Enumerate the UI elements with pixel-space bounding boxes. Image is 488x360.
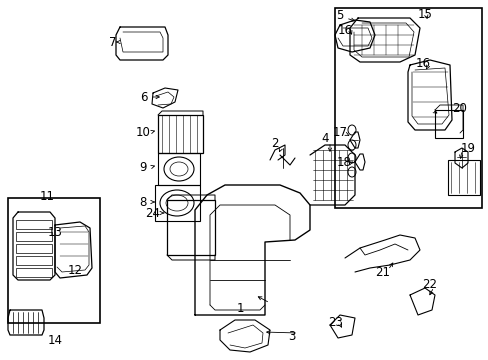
Text: 3: 3 [288,329,295,342]
Text: 23: 23 [328,315,343,328]
Bar [16,256,52,265]
Text: 5: 5 [336,9,343,22]
Text: 21: 21 [375,266,390,279]
Text: 14: 14 [47,333,62,346]
Text: 18: 18 [336,156,351,168]
Text: 8: 8 [139,195,146,208]
Text: 12: 12 [67,264,82,276]
Text: 15: 15 [417,8,431,21]
Text: 16: 16 [337,23,352,36]
Bar [155,185,200,221]
Text: 11: 11 [40,189,54,202]
Bar [167,200,215,255]
Text: 19: 19 [460,141,474,154]
Text: 16: 16 [415,57,429,69]
Text: 24: 24 [145,207,160,220]
Text: 10: 10 [135,126,150,139]
Bar [434,110,462,138]
Text: 13: 13 [47,225,62,239]
Bar [16,220,52,229]
Bar [8,198,100,323]
Bar [334,8,481,208]
Bar [447,160,479,195]
Text: 6: 6 [140,90,147,104]
Text: 1: 1 [236,302,243,315]
Text: 2: 2 [271,136,278,149]
Bar [158,115,203,153]
Bar [16,232,52,241]
Bar [16,268,52,277]
Text: 4: 4 [321,131,328,144]
Bar [16,244,52,253]
Text: 17: 17 [332,126,347,139]
Text: 22: 22 [422,279,437,292]
Bar [158,153,200,185]
Text: 9: 9 [139,161,146,174]
Text: 20: 20 [451,102,467,114]
Text: 7: 7 [109,36,117,49]
